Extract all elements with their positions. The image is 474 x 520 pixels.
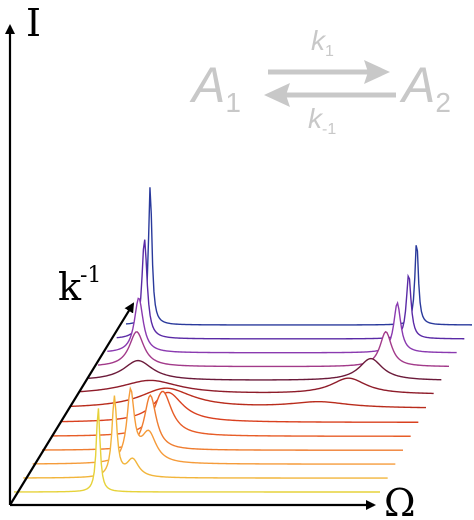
spectrum-trace-fill-5 <box>51 391 411 439</box>
spectrum-trace-2 <box>23 395 388 479</box>
spectrum-trace-9 <box>88 357 442 381</box>
spectrum-trace-5 <box>51 390 411 437</box>
forward-arrow <box>268 60 390 84</box>
depth-axis-label: k -1 <box>58 263 101 309</box>
spectrum-trace-3 <box>32 386 396 465</box>
frequency-axis-label: Ω <box>384 481 416 520</box>
spectrum-trace-10 <box>97 330 450 368</box>
spectrum-trace-4 <box>41 394 404 451</box>
reaction-scheme: A1 A2 k1 k-1 <box>189 25 451 138</box>
backward-rate-constant: k-1 <box>308 103 336 138</box>
forward-rate-constant: k1 <box>311 25 334 60</box>
spectrum-trace-13 <box>125 187 472 326</box>
spectra-traces <box>14 187 472 494</box>
backward-arrow <box>264 83 396 107</box>
spectrum-trace-fill-3 <box>32 388 396 467</box>
spectrum-trace-fill-9 <box>88 358 442 383</box>
depth-axis-label-base: k <box>58 265 82 309</box>
spectrum-trace-fill-12 <box>116 239 465 341</box>
depth-axis <box>9 302 135 506</box>
spectrum-trace-fill-2 <box>23 395 388 481</box>
spectrum-trace-6 <box>60 391 419 423</box>
spectrum-trace-12 <box>116 239 465 340</box>
depth-axis-label-exp: -1 <box>80 263 101 288</box>
spectrum-trace-1 <box>14 408 380 493</box>
species-a2: A2 <box>399 57 451 118</box>
spectrum-trace-11 <box>107 297 457 354</box>
intensity-axis-label: I <box>26 1 41 45</box>
species-a1: A1 <box>189 57 241 118</box>
spectrum-trace-8 <box>79 377 434 395</box>
